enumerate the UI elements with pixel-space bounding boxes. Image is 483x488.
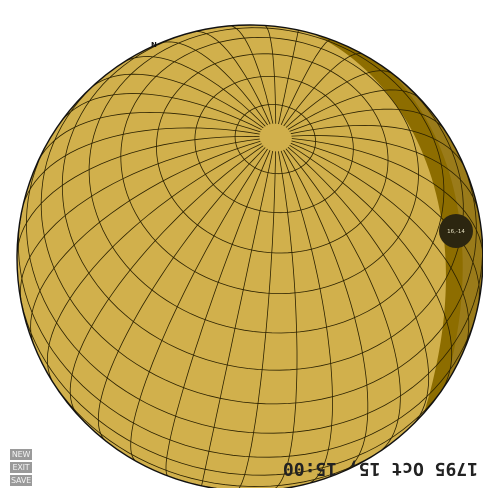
graticule-line — [235, 151, 276, 488]
exit-button[interactable]: EXIT — [10, 462, 32, 473]
graticule-line — [278, 30, 299, 125]
graticule-line — [283, 149, 369, 472]
compass-north-label: N — [151, 41, 157, 49]
graticule-line — [289, 108, 446, 132]
graticule-line — [38, 111, 261, 161]
graticule-line — [290, 142, 470, 348]
graticule-line — [291, 135, 478, 209]
location-marker[interactable]: 16,-14 — [439, 214, 473, 248]
graticule-line — [280, 39, 332, 125]
graticule-line — [30, 140, 261, 345]
new-button[interactable]: NEW — [10, 449, 32, 460]
graticule-line — [165, 150, 271, 477]
graticule-line — [285, 70, 394, 128]
graticule-line — [201, 150, 274, 486]
graticule-line — [230, 25, 274, 124]
graticule-line — [130, 148, 268, 461]
graticule-line — [291, 138, 483, 256]
graticule-line — [272, 151, 298, 488]
graticule-line — [19, 138, 260, 300]
graticule-line — [283, 53, 363, 127]
location-marker-label: 16,-14 — [447, 229, 465, 235]
globe-outline — [16, 24, 483, 488]
graticule-line — [291, 140, 480, 303]
graticule-line — [92, 73, 264, 129]
graticule-line — [69, 145, 264, 416]
save-button[interactable]: SAVE — [10, 475, 32, 486]
graticule-line — [290, 124, 464, 166]
graticule-line — [22, 127, 260, 206]
graticule-line — [46, 143, 262, 380]
graticule-line — [97, 147, 266, 442]
graticule-line — [157, 41, 268, 126]
lat-lon-grid — [17, 25, 483, 488]
graticule-line — [264, 25, 277, 124]
graticule-line — [285, 148, 401, 451]
graticule-line — [17, 135, 260, 253]
graticule-line — [289, 144, 453, 390]
datetime-readout: 1795 Oct 15, 15:00 — [282, 458, 478, 479]
graticule-line — [287, 146, 430, 425]
graticule-line — [61, 93, 262, 131]
graticule-line — [280, 150, 333, 485]
location-marker-dot — [439, 214, 473, 248]
graticule-line — [193, 31, 271, 125]
graticule-line — [287, 89, 422, 130]
graticule-line — [123, 56, 266, 127]
